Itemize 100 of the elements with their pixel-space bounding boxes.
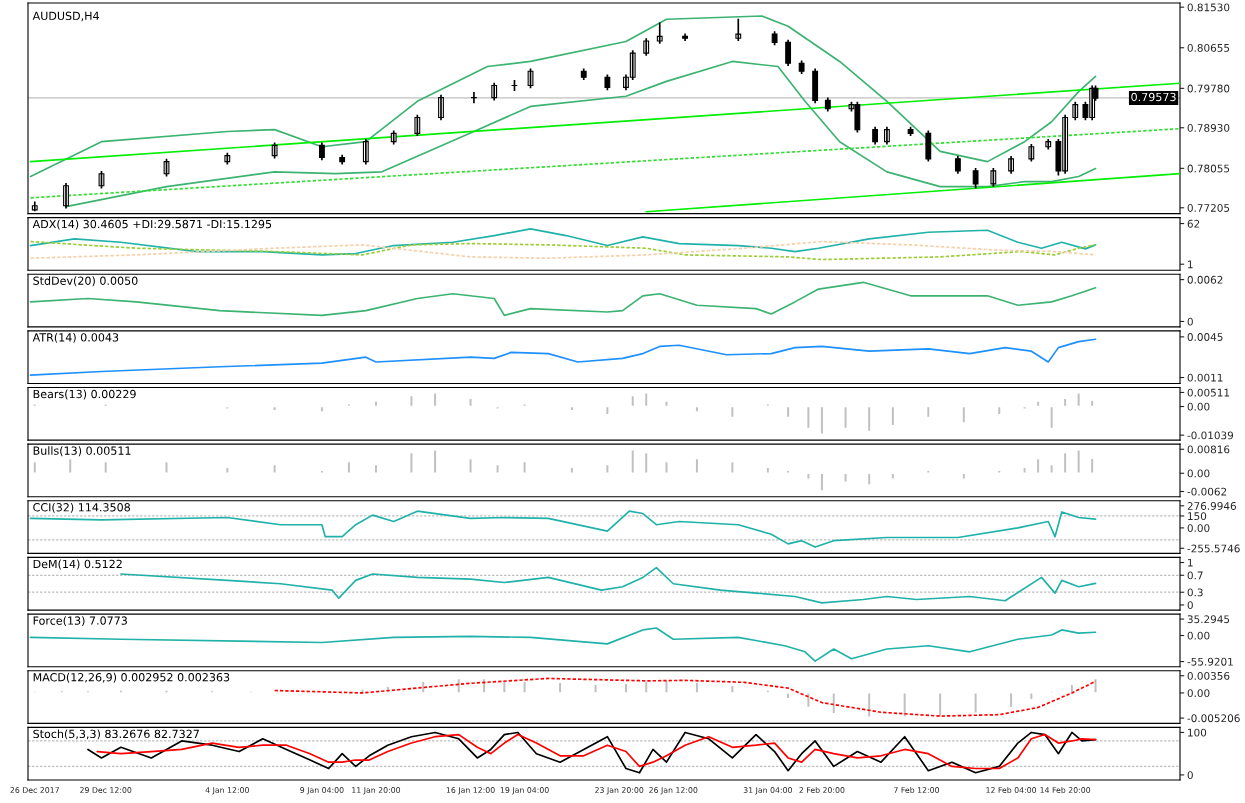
bar: [866, 405, 872, 433]
bar: [224, 466, 230, 474]
y-tick-label: 0.00: [1187, 689, 1210, 698]
line-series: [29, 627, 1097, 662]
bar: [925, 405, 931, 419]
y-tick-label: 1: [1188, 558, 1193, 567]
bar: [866, 692, 872, 718]
y-tick-label: 276.9946: [1187, 502, 1236, 510]
y-tick-label: 0.00: [1187, 631, 1210, 640]
bar: [164, 460, 169, 474]
y-tick-label: 0.77205: [1187, 204, 1230, 212]
bar: [1028, 692, 1034, 701]
y-tick-label: 0.79780: [1187, 84, 1230, 93]
bar: [103, 403, 109, 408]
chart-title: StdDev(20) 0.0050: [33, 276, 138, 287]
bar: [272, 463, 277, 474]
bar: [604, 405, 610, 416]
line-series: [273, 677, 1097, 717]
bar: [785, 469, 791, 474]
bar: [643, 392, 649, 408]
bar: [164, 689, 169, 694]
y-tick-label: 1: [1188, 260, 1193, 269]
bar: [785, 405, 791, 419]
y-tick-label: 0: [1187, 601, 1193, 610]
chart-title: Bears(13) 0.00229: [33, 389, 136, 400]
line-series: [120, 566, 1097, 604]
bar: [729, 460, 735, 474]
bar: [785, 692, 791, 700]
bar: [643, 680, 649, 694]
y-tick-label: -55.9201: [1187, 657, 1233, 666]
bar: [420, 680, 426, 694]
bar: [765, 403, 771, 408]
bar: [664, 679, 669, 694]
bar: [522, 680, 527, 694]
bar: [103, 460, 109, 474]
bar: [961, 472, 967, 480]
bar: [1035, 400, 1041, 408]
bar: [1062, 397, 1068, 408]
bar: [1049, 405, 1055, 430]
bar: [495, 405, 500, 410]
bar: [1089, 399, 1095, 408]
line-series: [29, 228, 1097, 256]
bar: [468, 457, 473, 474]
bar: [806, 692, 811, 709]
y-tick-label: 0.00356: [1187, 671, 1230, 680]
y-tick-label: -0.005206: [1187, 714, 1240, 723]
bar: [925, 469, 931, 474]
chart-title: ATR(14) 0.0043: [32, 332, 119, 343]
ref-line-label: 0.79573: [1131, 92, 1176, 102]
y-tick-label: 0.3: [1187, 588, 1203, 597]
bar: [118, 689, 124, 694]
y-tick-label: 0.00: [1187, 524, 1210, 533]
bar: [902, 692, 908, 718]
bar: [409, 394, 414, 408]
y-tick-label: 0.78930: [1187, 123, 1230, 132]
y-tick-label: 35.2945: [1187, 615, 1230, 624]
bar: [961, 405, 967, 424]
bar: [694, 405, 700, 413]
candlestick: [972, 167, 979, 190]
bar: [937, 692, 943, 718]
bar: [1089, 457, 1095, 474]
bar: [890, 472, 896, 480]
chart-title: ADX(14) 30.4605 +DI:29.5871 -DI:15.1295: [32, 219, 272, 230]
bar: [996, 405, 1002, 416]
bar: [373, 400, 379, 408]
bar: [630, 449, 636, 474]
bar: [224, 405, 230, 410]
bar: [522, 403, 527, 408]
bar: [59, 689, 65, 694]
y-tick-label: 100: [1188, 728, 1207, 737]
y-tick-label: 0: [1187, 771, 1193, 780]
bar: [890, 405, 896, 427]
bar: [495, 463, 500, 474]
bar: [604, 463, 610, 474]
y-tick-label: 0.80655: [1187, 43, 1230, 52]
bar: [996, 469, 1002, 474]
bar: [593, 683, 598, 694]
bar: [866, 472, 872, 486]
bar: [409, 451, 414, 474]
bar: [1076, 392, 1082, 408]
bar: [843, 405, 848, 430]
bar: [664, 400, 669, 408]
bar: [32, 460, 38, 474]
bar: [831, 692, 837, 715]
bar: [1093, 677, 1098, 694]
bar: [522, 460, 527, 474]
y-tick-label: 0.00816: [1187, 445, 1230, 454]
chart-title: Stoch(5,3,3) 83.2676 82.7327: [33, 729, 199, 740]
bar: [765, 466, 771, 474]
bar: [843, 472, 848, 483]
bar: [664, 460, 669, 474]
bar: [973, 692, 978, 714]
chart-title: Bulls(13) 0.00511: [33, 446, 131, 457]
bar: [630, 394, 636, 408]
candlestick: [990, 167, 997, 188]
bar: [1022, 405, 1027, 410]
y-tick-label: 0.00: [1187, 402, 1210, 411]
y-tick-label: -0.0062: [1187, 487, 1227, 496]
bar: [32, 403, 38, 408]
y-tick-label: 0.0011: [1187, 373, 1223, 382]
